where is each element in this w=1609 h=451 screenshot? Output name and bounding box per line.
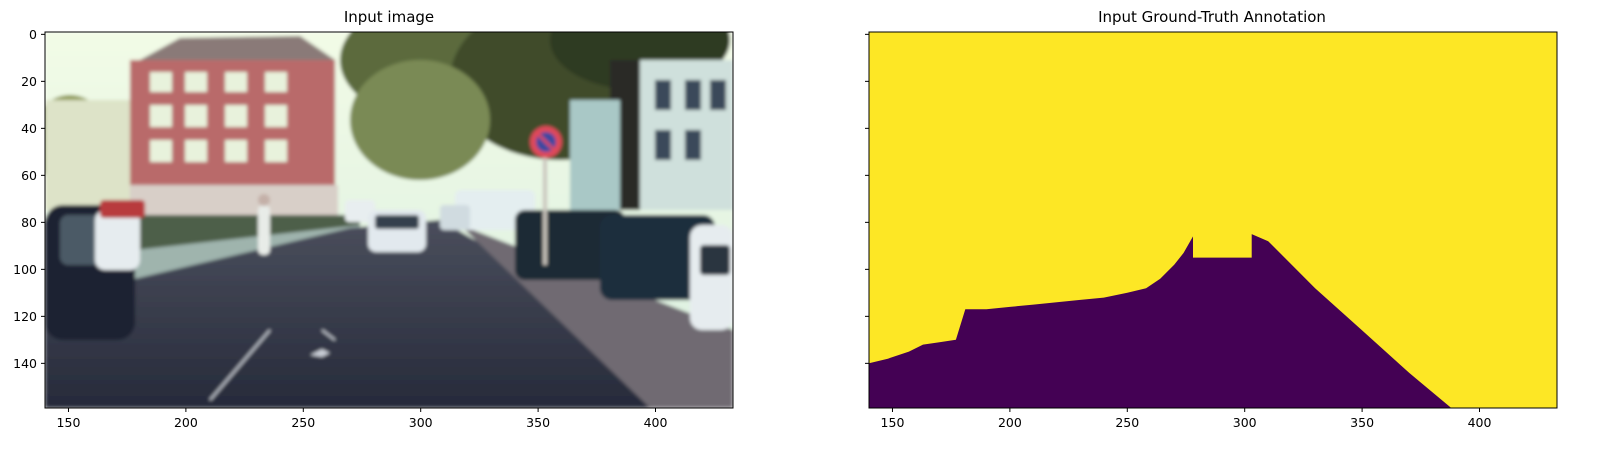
y-tick-label: 0: [29, 27, 37, 42]
axes-ticks-right: 150 200 250 300 350 400: [865, 33, 1492, 430]
street-photo: [45, 32, 733, 408]
x-tick-label: 150: [881, 415, 905, 430]
y-tick-label: 40: [21, 121, 37, 136]
axes-ticks-left: 150 200 250 300 350 400 0 20 40 60 80 100 120 140: [13, 27, 667, 430]
y-tick-label: 120: [13, 309, 37, 324]
x-tick-label: 200: [174, 415, 198, 430]
x-tick-label: 300: [409, 415, 433, 430]
annotation-road-region: [869, 234, 1452, 408]
x-tick-label: 350: [526, 415, 550, 430]
x-tick-label: 250: [291, 415, 315, 430]
x-tick-label: 250: [1115, 415, 1139, 430]
x-tick-label: 350: [1350, 415, 1374, 430]
y-tick-label: 80: [21, 215, 37, 230]
axes-frame-right: [868, 31, 1558, 409]
y-tick-label: 60: [21, 168, 37, 183]
y-tick-label: 140: [13, 356, 37, 371]
x-tick-label: 200: [998, 415, 1022, 430]
x-tick-label: 150: [57, 415, 81, 430]
y-tick-label: 20: [21, 74, 37, 89]
title-input-image: Input image: [344, 8, 434, 26]
x-tick-label: 400: [1468, 415, 1492, 430]
title-ground-truth: Input Ground-Truth Annotation: [1098, 8, 1326, 26]
panel-ground-truth: Input Ground-Truth Annotation 150 200 250 3…: [865, 8, 1558, 430]
y-tick-label: 100: [13, 262, 37, 277]
x-tick-label: 300: [1233, 415, 1257, 430]
x-tick-label: 400: [644, 415, 668, 430]
axes-frame-left: [44, 31, 734, 409]
panel-input-image: Input image: [13, 8, 734, 430]
